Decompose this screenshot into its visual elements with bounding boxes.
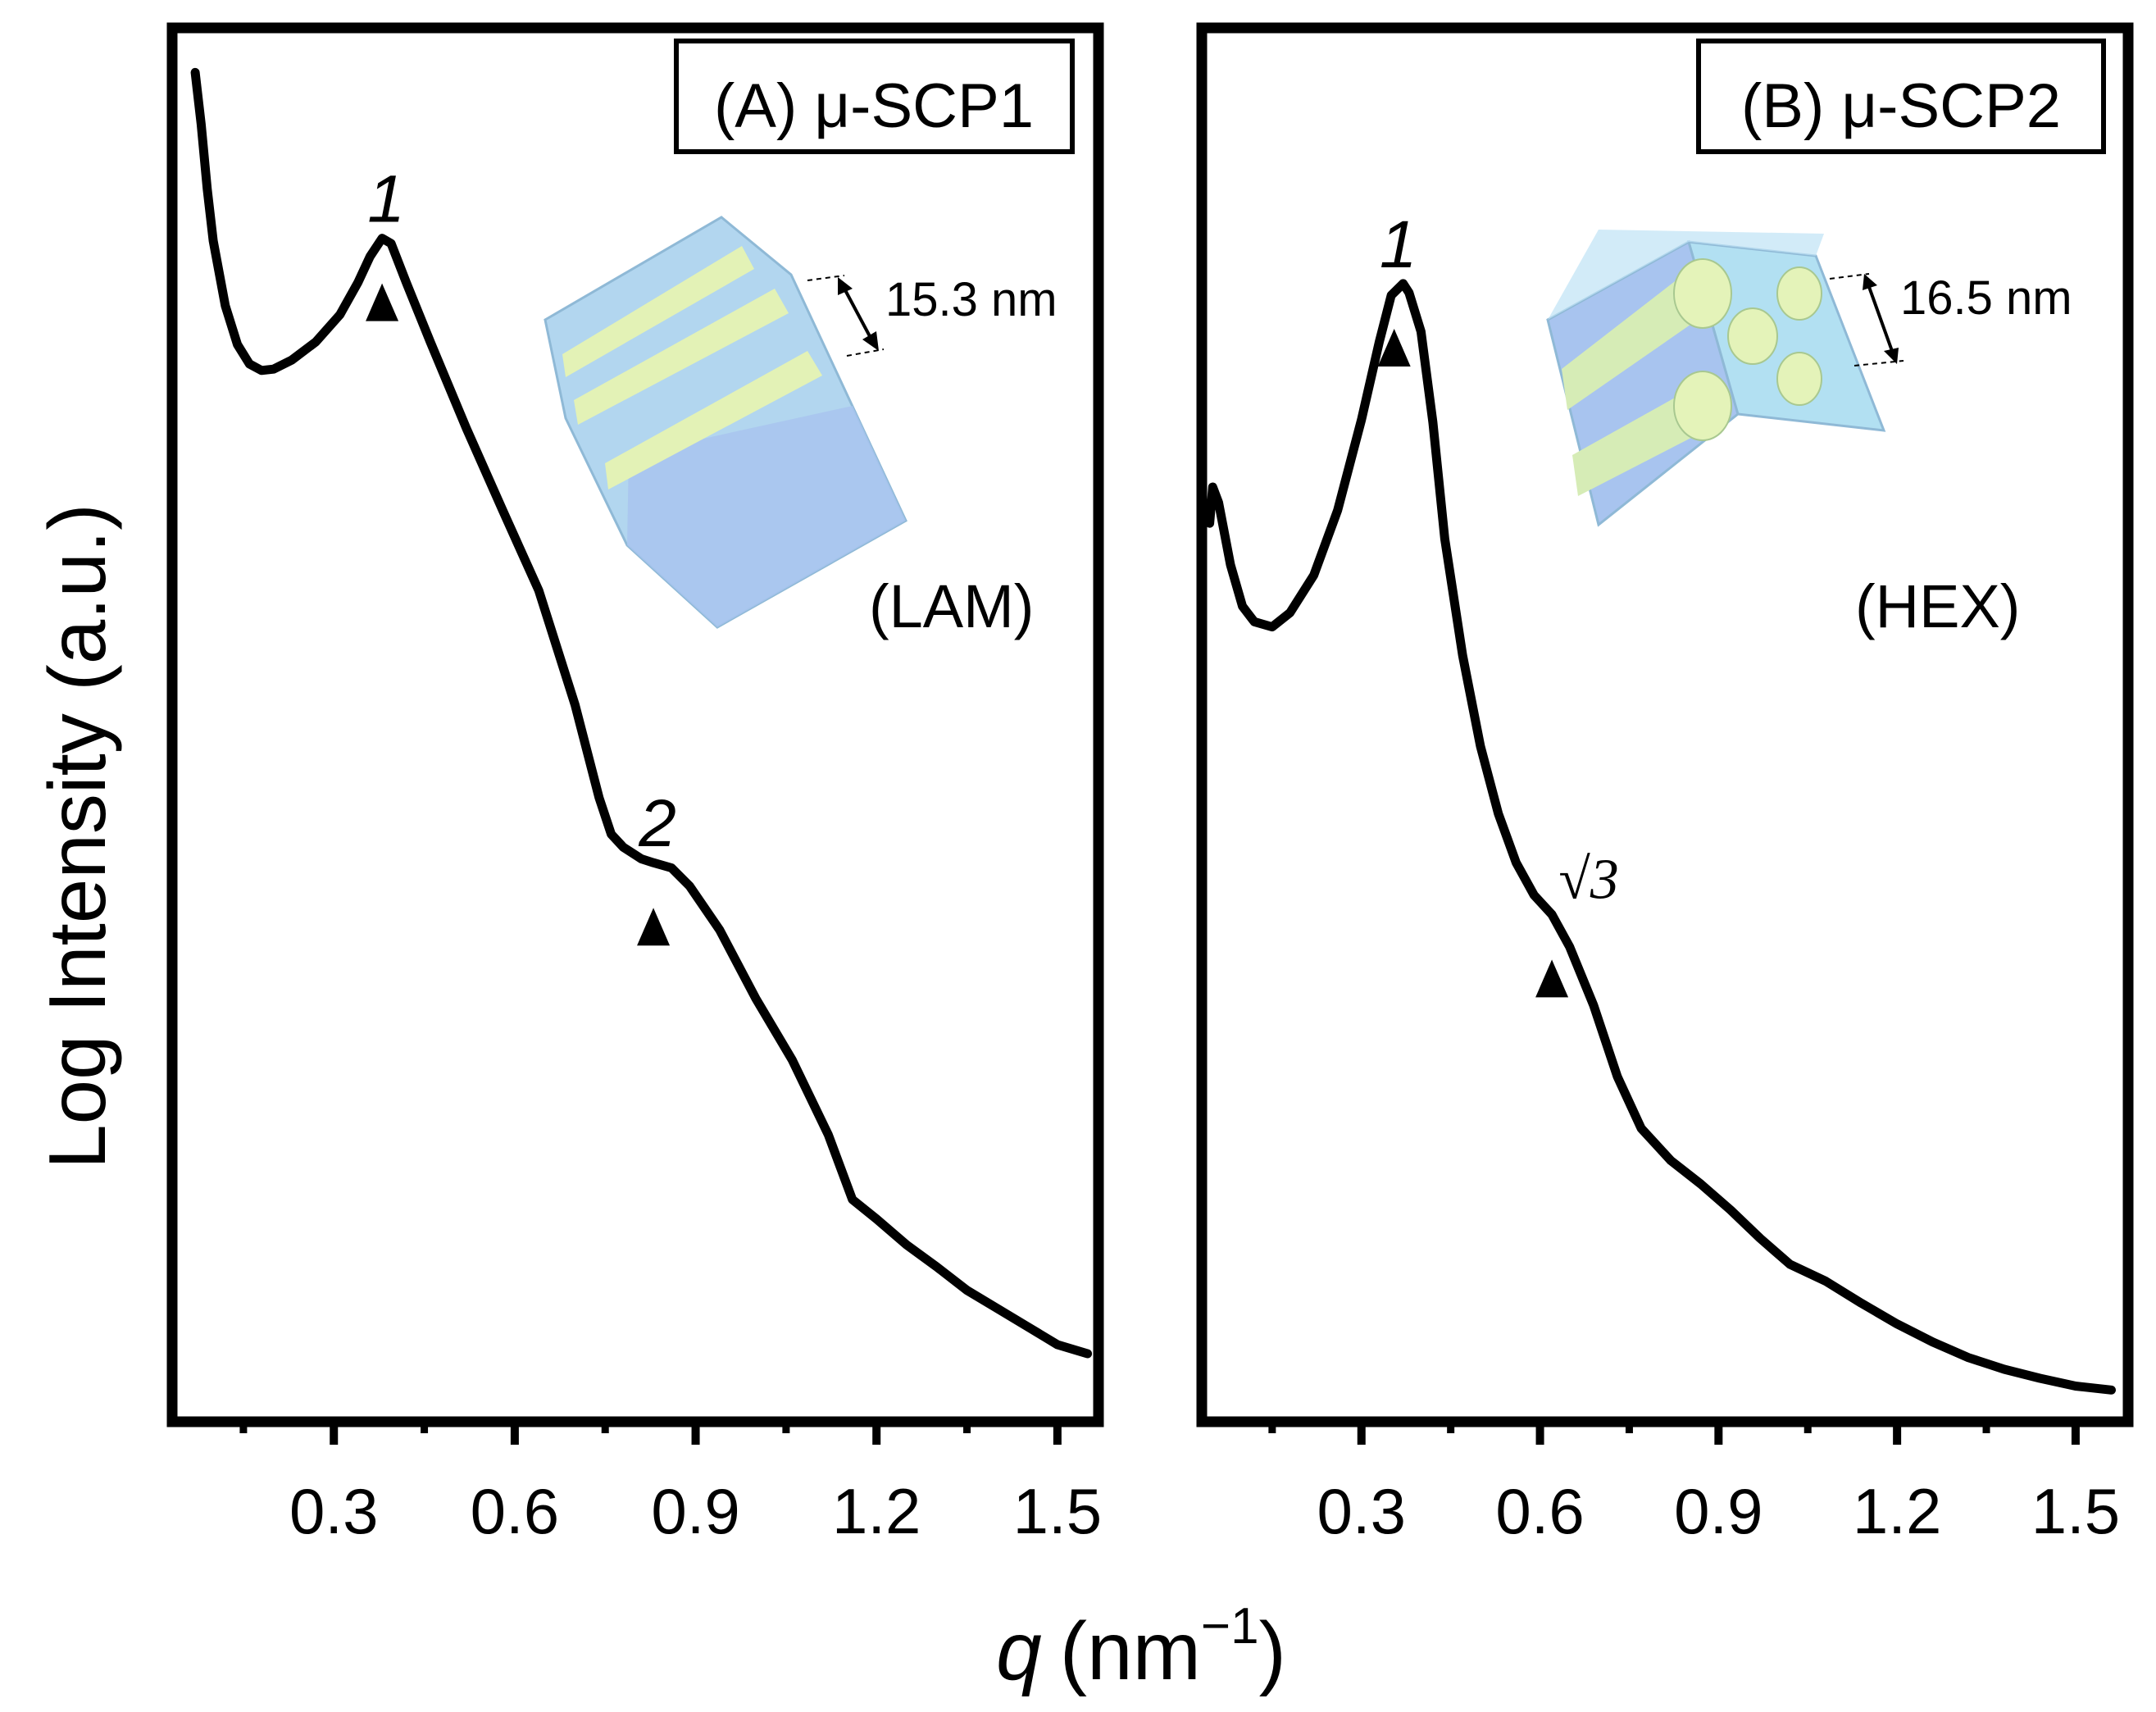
scale-arrow-line xyxy=(843,288,872,339)
panel-b-tick-label: 0.3 xyxy=(1317,1475,1406,1547)
panel-a-tick-label: 1.5 xyxy=(1013,1475,1102,1547)
panel-a-peak-label: 2 xyxy=(638,786,676,861)
scale-guide-line xyxy=(846,348,885,357)
panel-a-title: (A) μ-SCP1 xyxy=(714,71,1034,141)
lamellar-layer xyxy=(562,246,754,377)
panel-b-structure-label: (HEX) xyxy=(1855,572,2020,640)
lamellar-side-shade xyxy=(627,406,906,627)
lamellar-schematic: 15.3 nm xyxy=(544,216,1058,629)
scale-arrow-line xyxy=(1867,286,1894,352)
panel-b-curve-layer xyxy=(1207,279,2116,1395)
panel-a-series-line xyxy=(190,67,1093,1359)
panel-a-tick-label: 0.3 xyxy=(289,1475,378,1547)
hex-cylinder-end xyxy=(1673,371,1732,441)
hex-cylinder-end xyxy=(1727,307,1778,365)
panel-b-ticks-layer: 0.3 0.6 0.9 1.2 1.5 xyxy=(1268,1417,2120,1547)
panel-b-tick-label: 0.6 xyxy=(1495,1475,1584,1547)
hexagonal-scale-label: 16.5 nm xyxy=(1900,271,2072,325)
scale-guide-line xyxy=(1829,273,1870,280)
panel-a-title-box xyxy=(674,39,1075,154)
panel-a-tick-label: 0.6 xyxy=(471,1475,559,1547)
panel-b-peak-marker xyxy=(1377,328,1411,367)
panel-a-peak-marker xyxy=(637,908,671,946)
panel-a-peak-marker xyxy=(366,283,399,321)
panel-b-tick-label: 1.2 xyxy=(1853,1475,1941,1547)
hex-cylinder-end xyxy=(1776,266,1822,321)
lamellar-layer xyxy=(574,289,789,425)
x-axis-title-close: ) xyxy=(1259,1605,1286,1697)
panel-b-peak-label: 1 xyxy=(1380,207,1417,282)
panel-b-frame xyxy=(1196,22,2134,1427)
scale-guide-line xyxy=(807,275,845,281)
panel-b-title: (B) μ-SCP2 xyxy=(1741,71,2061,141)
panel-b-markers-layer: 1 √3 xyxy=(1377,207,1619,998)
hex-cylinder-end xyxy=(1673,258,1732,329)
panel-b-tick-label: 0.9 xyxy=(1674,1475,1763,1547)
scale-arrow-head xyxy=(838,277,853,295)
panel-b-series-line xyxy=(1207,279,2116,1395)
panel-a-frame xyxy=(166,22,1104,1427)
panel-a-ticks-layer: 0.3 0.6 0.9 1.2 1.5 xyxy=(239,1417,1102,1547)
lamellar-scale-label: 15.3 nm xyxy=(885,273,1058,326)
panel-a-curve-layer xyxy=(190,67,1093,1359)
hexagonal-schematic: 16.5 nm xyxy=(1546,230,2072,527)
panel-a-peak-label: 1 xyxy=(367,162,405,237)
hex-block-top xyxy=(1548,230,1824,320)
panel-a-markers-layer: 12 xyxy=(366,162,676,946)
x-axis-title: q (nm−1) xyxy=(996,1598,1286,1697)
panel-a-structure-label: (LAM) xyxy=(869,572,1034,640)
panel-a-tick-label: 0.9 xyxy=(651,1475,739,1547)
panel-a: 12 15.3 nm (LAM) (A) μ-SCP1 0.3 0.6 0.9 1.2… xyxy=(166,22,1104,1547)
hex-cylinder-end xyxy=(1776,352,1822,406)
panel-b: 1 √3 16.5 nm (HEX) (B) μ-SCP2 0.3 0.6 0.9 1.… xyxy=(1196,22,2134,1547)
lamellar-layer xyxy=(605,351,822,489)
x-axis-title-symbol: q xyxy=(996,1605,1042,1697)
scale-arrow-head xyxy=(1884,348,1899,364)
scale-arrow-head xyxy=(1863,274,1877,290)
scale-arrow-head xyxy=(862,331,879,351)
panel-a-tick-label: 1.2 xyxy=(832,1475,921,1547)
x-axis-title-exponent: −1 xyxy=(1201,1598,1259,1655)
x-axis-title-unit: (nm xyxy=(1060,1605,1201,1697)
hex-cylinder xyxy=(1562,271,1709,410)
hex-block-side xyxy=(1686,240,1886,432)
panel-b-title-box xyxy=(1696,39,2106,154)
panel-b-tick-label: 1.5 xyxy=(2031,1475,2120,1547)
panel-b-peak-marker xyxy=(1535,959,1569,998)
panel-b-peak-label: √3 xyxy=(1558,848,1618,911)
y-axis-title: Log Intensity (a.u.) xyxy=(32,503,122,1169)
